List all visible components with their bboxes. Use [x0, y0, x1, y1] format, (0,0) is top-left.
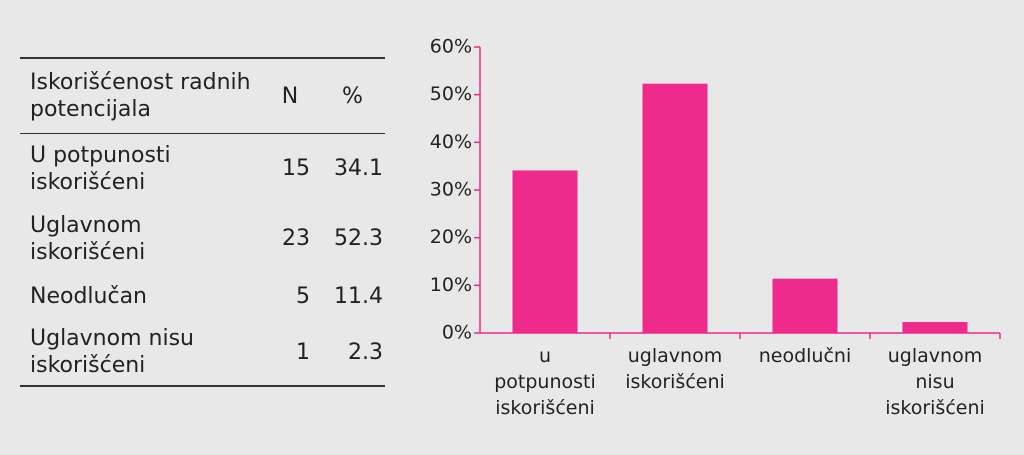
header-cell: %: [310, 58, 385, 134]
y-tick-label: 60%: [430, 36, 472, 58]
table-cell: 5: [296, 284, 310, 309]
data-table: Iskorišćenost radnih potencijala N % U p…: [20, 57, 385, 387]
table-row: U potpunosti iskorišćeni 15 34.1: [20, 134, 385, 204]
table-cell: 2.3: [348, 339, 383, 365]
table-cell: 34.1: [334, 156, 383, 182]
table-cell: 52.3: [334, 226, 383, 251]
table-cell: 11.4: [334, 284, 383, 309]
y-tick-label: 0%: [442, 322, 472, 344]
table-cell: Uglavnom iskorišćeni: [30, 212, 146, 265]
header-row: Iskorišćenost radnih potencijala N %: [20, 58, 385, 134]
y-tick-label: 10%: [430, 274, 472, 296]
x-tick-label: uglavnom nisu iskorišćeni: [885, 345, 985, 419]
bar: [642, 83, 708, 333]
header-cell: N: [260, 58, 310, 134]
y-tick-label: 40%: [430, 131, 472, 153]
table-cell: U potpunosti iskorišćeni: [30, 142, 171, 195]
table-row: Uglavnom nisu iskorišćeni 1 2.3: [20, 320, 385, 386]
x-tick-label: neodlučni: [758, 345, 852, 367]
bar: [772, 278, 838, 333]
table-cell: 23: [282, 226, 310, 251]
table-cell: Neodlučan: [30, 284, 147, 309]
bar: [902, 322, 968, 333]
table-row: Uglavnom iskorišćeni 23 52.3: [20, 204, 385, 274]
table-row: Neodlučan 5 11.4: [20, 274, 385, 320]
y-tick-label: 20%: [430, 226, 472, 248]
y-tick-label: 50%: [430, 83, 472, 105]
x-tick-label: u potpunosti iskorišćeni: [494, 345, 596, 419]
x-tick-label: uglavnom iskorišćeni: [625, 345, 725, 393]
table-cell: Uglavnom nisu iskorišćeni: [30, 326, 194, 378]
y-tick-label: 30%: [430, 179, 472, 201]
bar: [512, 170, 578, 333]
table-cell: 1: [296, 339, 310, 365]
table-cell: 15: [282, 156, 310, 182]
header-cell: Iskorišćenost radnih potencijala: [20, 58, 260, 134]
